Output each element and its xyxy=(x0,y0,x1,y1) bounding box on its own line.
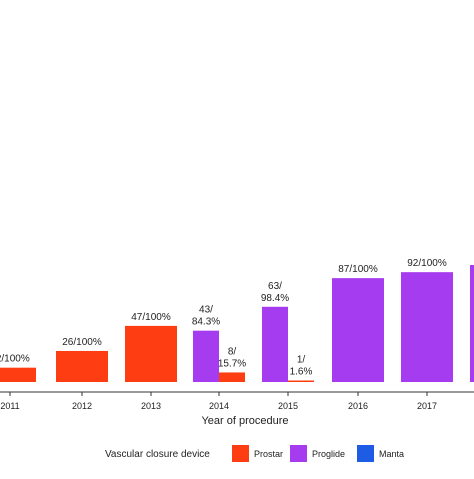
bar-2016-proglide xyxy=(332,278,384,382)
bar-2014-prostar xyxy=(219,372,245,382)
bar-label-2011-prostar: 12/100% xyxy=(0,354,30,365)
bar-label-2015-prostar: 1/1.6% xyxy=(290,355,313,378)
bar-label-2013-prostar: 47/100% xyxy=(131,312,171,323)
x-tick-label-2014: 2014 xyxy=(209,401,229,411)
legend-label-manta: Manta xyxy=(379,449,404,459)
data-labels-layer: 12/100% 26/100% 47/100% 43/84.3% 8/15.7% 63/9… xyxy=(0,258,447,378)
bar-label-2014-prostar: 8/15.7% xyxy=(218,346,246,369)
legend-title: Vascular closure device xyxy=(105,449,210,460)
bar-2015-prostar xyxy=(288,380,314,382)
bar-2017-proglide xyxy=(401,272,453,382)
x-tick-label-2016: 2016 xyxy=(348,401,368,411)
bar-label-2012-prostar: 26/100% xyxy=(62,337,102,348)
x-tick-label-2012: 2012 xyxy=(72,401,92,411)
legend: Vascular closure device Prostar Proglide M… xyxy=(105,445,404,462)
x-axis-title: Year of procedure xyxy=(201,415,288,427)
bar-2012-prostar xyxy=(56,350,108,382)
bar-2013-prostar xyxy=(125,325,177,382)
legend-swatch-proglide xyxy=(290,445,307,462)
bar-2011-prostar xyxy=(0,367,36,382)
bar-2014-proglide xyxy=(193,330,219,382)
legend-swatch-prostar xyxy=(232,445,249,462)
x-tick-label-2017: 2017 xyxy=(417,401,437,411)
bar-label-2014-proglide: 43/84.3% xyxy=(192,305,220,328)
bars-layer xyxy=(0,265,474,382)
bar-label-2017-proglide: 92/100% xyxy=(407,258,447,269)
bar-2015-proglide xyxy=(262,306,288,382)
x-axis: 20112012201320142015201620172018 xyxy=(0,391,474,411)
bar-label-2015-proglide: 63/98.4% xyxy=(261,281,289,304)
bar-2018-proglide xyxy=(470,265,474,382)
x-tick-label-2015: 2015 xyxy=(278,401,298,411)
legend-label-proglide: Proglide xyxy=(312,449,345,459)
bar-label-2016-proglide: 87/100% xyxy=(338,264,378,275)
x-tick-label-2013: 2013 xyxy=(141,401,161,411)
legend-label-prostar: Prostar xyxy=(254,449,283,459)
legend-swatch-manta xyxy=(357,445,374,462)
x-tick-label-2011: 2011 xyxy=(0,401,19,411)
